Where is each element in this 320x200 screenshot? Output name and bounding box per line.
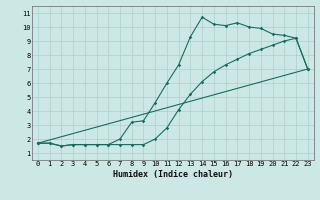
- X-axis label: Humidex (Indice chaleur): Humidex (Indice chaleur): [113, 170, 233, 179]
